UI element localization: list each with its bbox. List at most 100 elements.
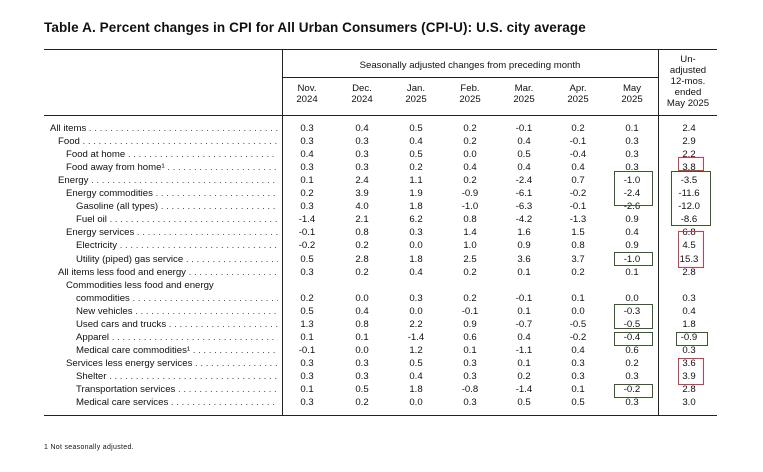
row-label: Commodities less food and energy (66, 280, 278, 291)
cell-monthly-change: -0.1 (569, 136, 587, 148)
row-label: Energy . . . . . . . . . . . . . . . . .… (58, 175, 278, 186)
cell-12mo-unadjusted: 3.9 (682, 370, 696, 382)
cell-12mo-unadjusted: 6.8 (682, 227, 696, 239)
cell-monthly-change: 0.4 (571, 344, 585, 356)
cell-monthly-change: -6.3 (515, 201, 533, 213)
highlight-green-may-utility-gas (614, 252, 653, 266)
row-label-text: Shelter (76, 370, 107, 382)
cell-monthly-change: -1.4 (515, 384, 533, 395)
row-label: Gasoline (all types) . . . . . . . . . .… (76, 201, 278, 212)
row-label: Food at home . . . . . . . . . . . . . .… (66, 149, 278, 160)
leader-dots: . . . . . . . . . . . . . . . . . . . . … (135, 305, 278, 317)
row-label: Shelter . . . . . . . . . . . . . . . . … (76, 371, 278, 382)
highlight-green-may-apparel (614, 332, 653, 346)
cell-monthly-change: 0.4 (355, 123, 369, 134)
row-label-text: Used cars and trucks (76, 318, 167, 330)
cell-monthly-change: 0.3 (300, 370, 314, 382)
cell-monthly-change: 0.2 (300, 292, 314, 304)
cell-monthly-change: 0.9 (463, 318, 477, 330)
cell-monthly-change: 0.2 (409, 162, 423, 174)
month-header-year: 2025 (405, 94, 427, 105)
cell-monthly-change: 0.0 (355, 292, 369, 304)
cell-monthly-change: 0.4 (517, 331, 531, 343)
cell-monthly-change: 1.8 (409, 201, 423, 213)
cell-monthly-change: 0.3 (625, 397, 639, 409)
cell-monthly-change: 0.8 (571, 240, 585, 252)
cell-monthly-change: 6.2 (409, 214, 423, 226)
cell-12mo-unadjusted: 0.3 (682, 344, 696, 356)
cell-monthly-change: 0.3 (300, 397, 314, 409)
leader-dots: . . . . . . . . . . . . . . . . . . . . … (168, 318, 278, 330)
cell-monthly-change: -1.4 (407, 331, 425, 343)
cell-monthly-change: 0.2 (517, 370, 531, 382)
leader-dots: . . . . . . . . . . . . . . . . . . . . … (88, 123, 278, 134)
cell-monthly-change: 2.1 (355, 214, 369, 226)
cell-monthly-change: 1.1 (409, 175, 423, 187)
cell-monthly-change: 0.4 (409, 266, 423, 278)
cell-monthly-change: 1.2 (409, 344, 423, 356)
unadjusted-header-line: Un- (680, 54, 696, 65)
month-header-month: Mar. (514, 83, 534, 94)
row-label-text: All items (50, 123, 87, 134)
cell-monthly-change: 0.1 (571, 292, 585, 304)
highlight-green-may-vehicles (614, 304, 653, 329)
highlight-red-12mo-food-away (678, 157, 704, 171)
cell-monthly-change: 0.3 (463, 397, 477, 409)
cell-12mo-unadjusted: 15.3 (679, 253, 699, 265)
highlight-green-12mo-apparel (676, 332, 708, 346)
cell-12mo-unadjusted: 2.8 (682, 266, 696, 278)
cell-monthly-change: 2.5 (463, 253, 477, 265)
month-header-month: Dec. (352, 83, 372, 94)
cell-12mo-unadjusted: 2.4 (682, 123, 696, 134)
unadjusted-column-divider (658, 49, 659, 415)
highlight-red-12mo-shelter (678, 358, 704, 385)
row-label-text: Energy (58, 175, 89, 187)
month-header-year: 2025 (513, 94, 535, 105)
cell-monthly-change: 0.1 (355, 331, 369, 343)
highlight-green-may-transportation (614, 384, 653, 398)
cell-monthly-change: 0.4 (571, 162, 585, 174)
leader-dots: . . . . . . . . . . . . . . . . . . . . … (132, 292, 278, 304)
cell-monthly-change: 2.2 (409, 318, 423, 330)
cell-monthly-change: 0.0 (463, 149, 477, 161)
cell-monthly-change: 0.6 (625, 344, 639, 356)
cell-12mo-unadjusted: 4.5 (682, 240, 696, 252)
cell-monthly-change: 0.3 (300, 136, 314, 148)
row-label: commodities . . . . . . . . . . . . . . … (76, 293, 278, 304)
row-label: Medical care services . . . . . . . . . … (76, 397, 278, 408)
leader-dots: . . . . . . . . . . . . . . . . . . . . … (91, 175, 278, 187)
cell-monthly-change: -1.1 (515, 344, 533, 356)
cell-monthly-change: 0.3 (300, 266, 314, 278)
cell-monthly-change: 0.2 (463, 136, 477, 148)
leader-dots: . . . . . . . . . . . . . . . . . . . . … (111, 331, 278, 343)
cell-monthly-change: 0.1 (300, 331, 314, 343)
month-header-year: 2024 (351, 94, 373, 105)
cell-monthly-change: -0.8 (461, 384, 479, 395)
row-label-text: Energy commodities (66, 188, 153, 200)
cell-monthly-change: 3.9 (355, 188, 369, 200)
cell-12mo-unadjusted: 2.9 (682, 136, 696, 148)
cell-monthly-change: 0.1 (571, 384, 585, 395)
cell-monthly-change: 0.1 (517, 357, 531, 369)
cell-monthly-change: 0.3 (463, 370, 477, 382)
highlight-green-may-energy (614, 171, 653, 206)
cell-monthly-change: -0.9 (461, 188, 479, 200)
cell-monthly-change: 3.7 (571, 253, 585, 265)
table-frame (44, 49, 717, 416)
cell-12mo-unadjusted: -8.6 (680, 214, 698, 226)
month-header-month: Nov. (297, 83, 317, 94)
cell-monthly-change: 0.3 (625, 370, 639, 382)
cell-monthly-change: 0.3 (409, 292, 423, 304)
cell-monthly-change: 0.5 (409, 149, 423, 161)
sa-header-label: Seasonally adjusted changes from precedi… (359, 60, 581, 71)
leader-dots: . . . . . . . . . . . . . . . . . . . . … (167, 162, 278, 174)
cell-monthly-change: 0.5 (300, 305, 314, 317)
row-label: Electricity . . . . . . . . . . . . . . … (76, 240, 278, 251)
row-label-text: Food (58, 136, 80, 148)
row-label: Medical care commodities¹ . . . . . . . … (76, 345, 278, 356)
row-label-text: Gasoline (all types) (76, 201, 159, 213)
cell-monthly-change: 0.2 (355, 266, 369, 278)
cell-monthly-change: 0.3 (571, 357, 585, 369)
cell-monthly-change: -1.4 (298, 214, 316, 226)
cell-monthly-change: 0.1 (300, 175, 314, 187)
